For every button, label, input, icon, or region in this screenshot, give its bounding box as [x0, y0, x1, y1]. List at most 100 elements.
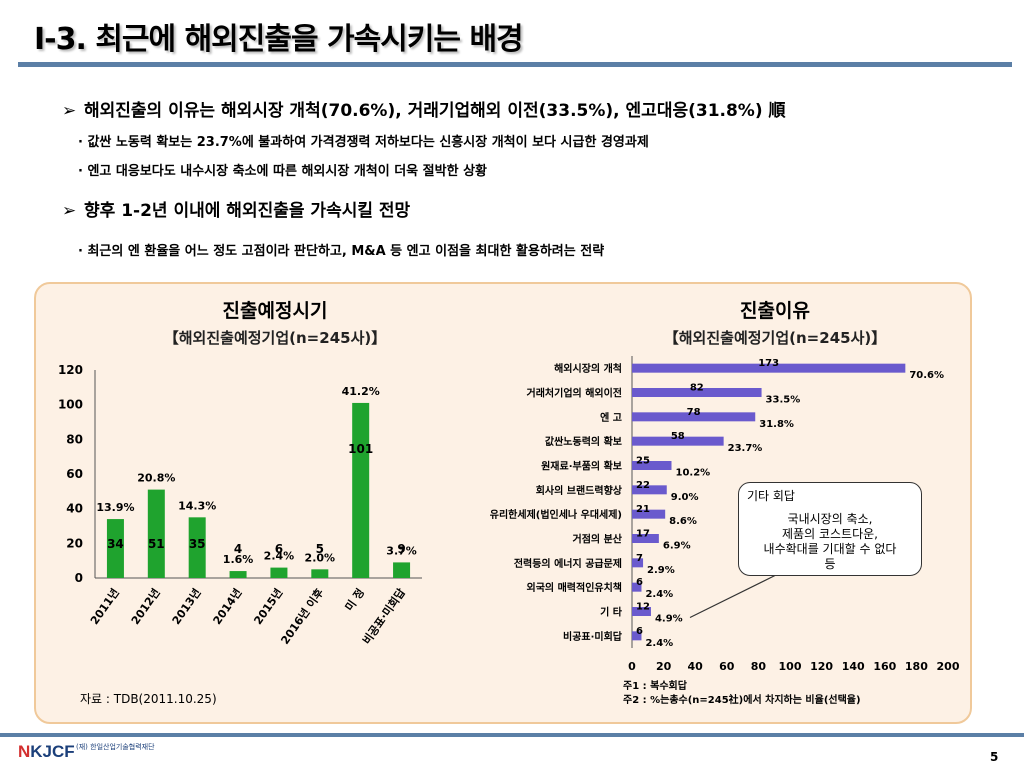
bar	[270, 567, 288, 578]
value-label: 5	[316, 542, 324, 556]
y-tick-label: 120	[58, 363, 83, 377]
bar	[352, 402, 370, 578]
x-tick-label: 180	[905, 660, 928, 673]
category-label: 값싼노동력의 확보	[545, 435, 622, 448]
x-tick-label: 60	[719, 660, 735, 673]
percent-label: 33.5%	[766, 395, 801, 406]
left-chart-heading: 진출예정시기 【해외진출예정기업(n=245사)】	[150, 296, 400, 348]
org-name: (재) 한일산업기술협력재단	[76, 743, 155, 751]
callout-pointer	[689, 573, 779, 619]
category-label: 회사의 브랜드력향상	[536, 484, 623, 497]
bar	[632, 461, 672, 470]
left-chart-subtitle: 【해외진출예정기업(n=245사)】	[163, 329, 387, 347]
x-tick-label: 20	[656, 660, 672, 673]
percent-label: 2.9%	[647, 565, 675, 576]
value-label: 34	[107, 537, 124, 551]
value-label: 101	[348, 442, 373, 456]
left-chart-title: 진출예정시기	[222, 300, 328, 322]
percent-label: 8.6%	[669, 516, 697, 527]
bullet-2: ➢ 향후 1-2년 이내에 해외진출을 가속시킬 전망	[62, 196, 410, 221]
x-tick-label: 100	[779, 660, 802, 673]
x-tick-label: 0	[628, 660, 636, 673]
percent-label: 20.8%	[137, 472, 175, 485]
y-tick-label: 20	[66, 536, 83, 550]
note-1: 주1 : 복수회답	[623, 681, 687, 692]
percent-label: 4.9%	[655, 614, 683, 625]
page-number: 5	[990, 750, 999, 764]
bar	[311, 569, 329, 578]
bullet-1: ➢ 해외진출의 이유는 해외시장 개척(70.6%), 거래기업해외 이전(33.…	[62, 96, 786, 121]
x-tick-label: 200	[937, 660, 960, 673]
x-tick-label: 160	[873, 660, 896, 673]
percent-label: 70.6%	[909, 370, 944, 381]
callout-line: 제품의 코스트다운,	[782, 527, 878, 541]
percent-label: 23.7%	[728, 443, 763, 454]
bullet-2-text: 향후 1-2년 이내에 해외진출을 가속시킬 전망	[84, 201, 411, 221]
x-tick-label: 140	[842, 660, 865, 673]
category-label: 원재료·부품의 확보	[541, 460, 622, 473]
category-label: 비공표·미회답	[563, 630, 623, 643]
bar	[106, 519, 124, 578]
y-tick-label: 0	[75, 571, 83, 585]
bullet-1-sub-1: · 값싼 노동력 확보는 23.7%에 불과하여 가격경쟁력 저하보다는 신흥시…	[78, 135, 649, 150]
bar	[632, 485, 667, 495]
value-label: 51	[148, 537, 165, 551]
category-label: 엔 고	[600, 411, 622, 424]
value-label: 17	[636, 529, 650, 540]
logo-text: KJCF	[30, 742, 75, 761]
value-label: 22	[636, 480, 650, 491]
bar	[632, 582, 642, 592]
percent-label: 41.2%	[342, 385, 380, 398]
value-label: 12	[636, 602, 650, 613]
percent-label: 9.0%	[671, 492, 699, 503]
category-label: 기 타	[600, 606, 623, 619]
callout-line: 내수확대를 기대할 수 없다	[763, 542, 897, 556]
category-label: 거래처기업의 해외이전	[527, 387, 622, 400]
bar	[632, 534, 659, 543]
percent-label: 10.2%	[676, 468, 711, 479]
y-tick-label: 60	[66, 467, 83, 481]
percent-label: 14.3%	[178, 499, 216, 512]
percent-label: 2.4%	[645, 638, 673, 649]
category-label: 전력등의 에너지 공급문제	[514, 557, 622, 570]
right-chart-subtitle: 【해외진출예정기업(n=245사)】	[663, 329, 887, 347]
value-label: 21	[636, 504, 650, 515]
bar	[188, 517, 206, 578]
y-tick-label: 100	[58, 398, 83, 412]
bar	[229, 571, 247, 578]
bar	[632, 607, 651, 616]
value-label: 25	[636, 456, 650, 467]
right-chart-title: 진출이유	[740, 300, 810, 322]
bar	[147, 489, 165, 578]
bar	[632, 412, 756, 422]
x-tick-label: 40	[688, 660, 704, 673]
bar	[632, 631, 642, 641]
right-chart-heading: 진출이유 【해외진출예정기업(n=245사)】	[650, 296, 900, 348]
category-label: 유리한세제(법인세나 우대세제)	[490, 508, 622, 521]
value-label: 4	[234, 542, 242, 556]
bullet-1-text: 해외진출의 이유는 해외시장 개척(70.6%), 거래기업해외 이전(33.5…	[84, 101, 786, 121]
arrow-bullet-icon: ➢	[62, 101, 77, 121]
category-label: 외국의 매력적인유치책	[527, 581, 622, 594]
value-label: 35	[189, 537, 206, 551]
percent-label: 2.4%	[264, 550, 295, 563]
percent-label: 13.9%	[96, 501, 134, 514]
percent-label: 2.4%	[645, 589, 673, 600]
value-label: 9	[397, 542, 405, 556]
bar	[632, 363, 906, 373]
y-tick-label: 40	[66, 502, 83, 516]
bar	[632, 388, 762, 397]
title-divider	[18, 62, 1012, 67]
page-title: I-3. 최근에 해외진출을 가속시키는 배경	[34, 22, 524, 57]
note-2: 주2 : %는총수(n=245社)에서 차지하는 비율(선택율)	[623, 695, 861, 706]
callout-heading: 기타 회답	[747, 489, 795, 503]
value-label: 82	[690, 383, 704, 394]
value-label: 6	[275, 542, 283, 556]
percent-label: 6.9%	[663, 541, 691, 552]
value-label: 7	[636, 553, 643, 564]
percent-label: 31.8%	[759, 419, 794, 430]
source-note: 자료 : TDB(2011.10.25)	[80, 692, 217, 706]
category-label: 거점의 분산	[573, 533, 623, 546]
